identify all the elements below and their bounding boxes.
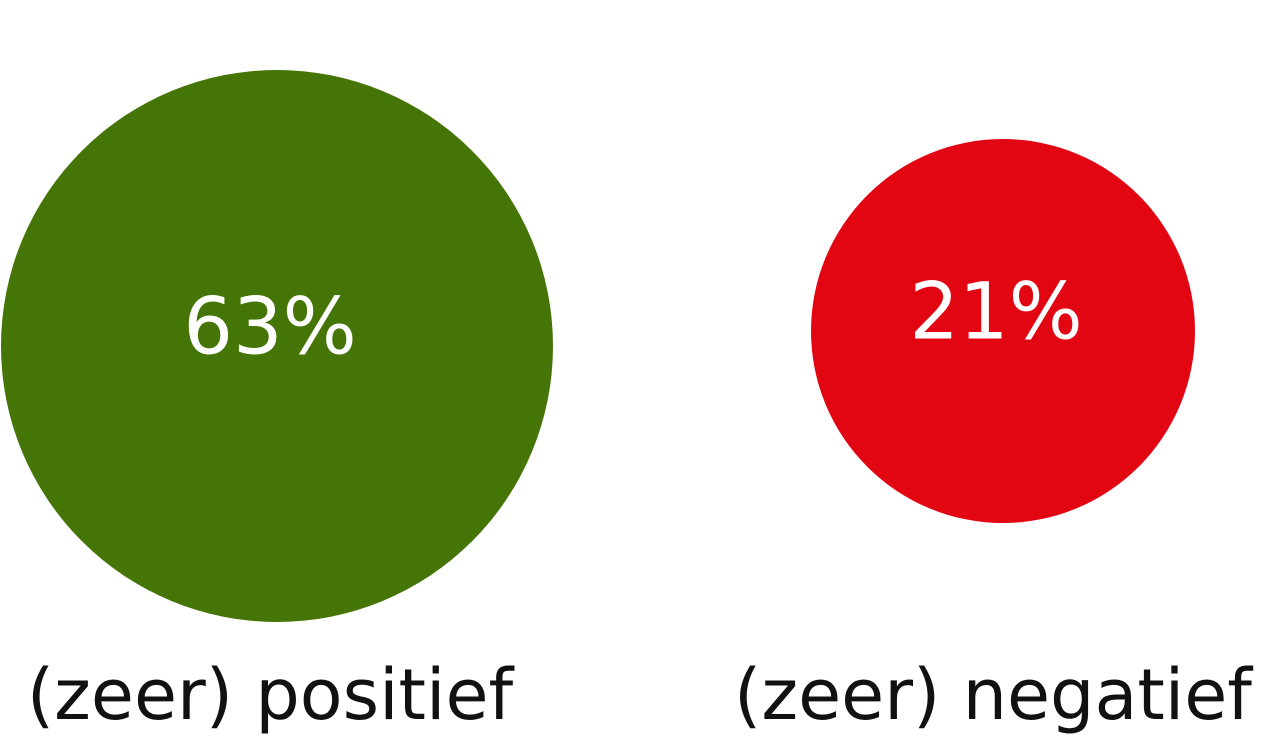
bubble: [811, 139, 1195, 523]
category-label: (zeer) positief: [27, 654, 515, 736]
value-label: 63%: [183, 282, 356, 372]
value-label: 21%: [909, 267, 1082, 357]
bubble: [1, 70, 553, 622]
category-label: (zeer) negatief: [734, 654, 1253, 736]
